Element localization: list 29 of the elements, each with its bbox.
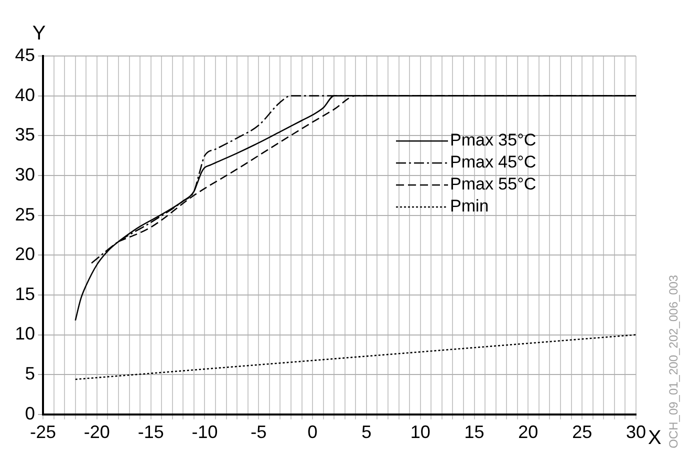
x-tick-label: 10 — [410, 422, 430, 442]
y-tick-label: 35 — [14, 124, 36, 145]
x-tick-label: -25 — [30, 422, 56, 442]
legend-label: Pmax 55°C — [450, 174, 536, 194]
legend-label: Pmax 45°C — [450, 152, 536, 172]
y-tick-label: 25 — [14, 204, 36, 224]
x-tick-label: 15 — [464, 422, 484, 442]
x-tick-label: 20 — [518, 422, 538, 442]
y-tick-label: 15 — [14, 284, 36, 304]
y-tick-label: 10 — [14, 324, 36, 344]
x-tick-label: 0 — [308, 422, 318, 442]
y-tick-label: 45 — [14, 44, 36, 65]
y-axis-title: Y — [32, 22, 46, 45]
y-tick-label: 20 — [14, 244, 36, 264]
x-tick-label: 30 — [626, 422, 646, 442]
y-tick-label: 0 — [25, 403, 36, 424]
x-tick-label: -10 — [192, 422, 218, 442]
y-tick-label: 40 — [14, 84, 36, 105]
x-tick-label: -5 — [250, 422, 267, 442]
text: OCH_09_01_200_202_006_003 — [666, 274, 680, 448]
legend-label: Pmax 35°C — [450, 130, 536, 150]
x-axis-title: X — [648, 426, 662, 449]
y-tick-label: 5 — [25, 364, 36, 384]
x-tick-label: -20 — [84, 422, 110, 442]
x-tick-label: -15 — [138, 422, 164, 442]
y-tick-label: 30 — [14, 164, 36, 184]
x-tick-label: 25 — [572, 422, 592, 442]
x-tick-label: 5 — [361, 422, 372, 442]
legend-label: Pmin — [450, 196, 489, 216]
